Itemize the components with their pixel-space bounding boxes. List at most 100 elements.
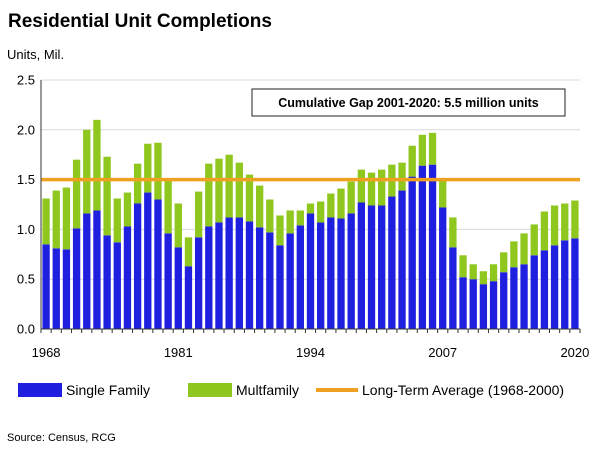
bar-multifamily: [245, 174, 254, 222]
bar-single-family: [123, 226, 132, 329]
bar-multifamily: [469, 264, 477, 280]
bar-multifamily: [83, 129, 91, 214]
y-tick-label: 0.0: [17, 322, 35, 337]
bar-multifamily: [327, 193, 335, 218]
bar-single-family: [72, 228, 81, 329]
bar-multifamily: [306, 203, 315, 214]
bar-multifamily: [347, 181, 355, 214]
bar-multifamily: [164, 179, 172, 234]
bar-multifamily: [225, 154, 233, 218]
y-tick-label: 0.5: [17, 272, 35, 287]
bar-single-family: [113, 242, 121, 329]
bar-single-family: [144, 192, 152, 329]
bar-multifamily: [276, 215, 284, 246]
y-tick-label: 2.5: [17, 73, 35, 88]
bar-single-family: [520, 264, 528, 329]
bar-multifamily: [93, 119, 101, 211]
bar-single-family: [83, 213, 91, 329]
bar-multifamily: [378, 169, 386, 206]
bar-multifamily: [235, 162, 243, 218]
bar-single-family: [418, 165, 427, 329]
bar-multifamily: [113, 198, 121, 243]
bar-single-family: [540, 250, 549, 329]
legend-label-single-family: Single Family: [66, 382, 150, 398]
bar-single-family: [133, 203, 142, 329]
x-tick-label: 1968: [32, 345, 61, 360]
bar-multifamily: [428, 132, 437, 165]
bar-single-family: [317, 222, 325, 329]
bar-multifamily: [439, 179, 447, 208]
bar-multifamily: [459, 255, 467, 278]
bar-multifamily: [408, 145, 416, 177]
bar-multifamily: [42, 198, 50, 245]
bar-multifamily: [72, 159, 81, 229]
bar-single-family: [479, 284, 488, 329]
bar-single-family: [398, 190, 406, 329]
annotation-text: Cumulative Gap 2001-2020: 5.5 million un…: [278, 96, 539, 110]
source-note: Source: Census, RCG: [7, 432, 116, 444]
bar-multifamily: [571, 200, 579, 239]
y-tick-label: 1.5: [17, 172, 35, 187]
legend-swatch-single-family: [18, 383, 62, 397]
bar-single-family: [164, 233, 172, 329]
bar-multifamily: [357, 169, 366, 203]
legend-swatch-multifamily: [188, 383, 232, 397]
bar-single-family: [469, 279, 477, 329]
bar-single-family: [449, 247, 457, 329]
bar-multifamily: [296, 210, 304, 226]
bar-multifamily: [52, 190, 60, 249]
legend-label-average: Long-Term Average (1968-2000): [362, 382, 564, 398]
bar-single-family: [62, 249, 71, 329]
bar-single-family: [286, 233, 294, 329]
x-tick-label: 1994: [296, 345, 325, 360]
bar-multifamily: [500, 252, 508, 273]
bar-multifamily: [205, 163, 213, 227]
bar-single-family: [306, 213, 315, 329]
bar-single-family: [550, 245, 559, 329]
y-tick-labels: 0.0 0.5 1.0 1.5 2.0 2.5: [17, 73, 35, 337]
bar-single-family: [235, 217, 243, 329]
bar-single-family: [327, 217, 335, 329]
bar-multifamily: [418, 134, 427, 166]
bar-single-family: [103, 235, 111, 329]
x-tick-label: 1981: [164, 345, 193, 360]
bar-multifamily: [123, 192, 132, 227]
bar-multifamily: [550, 205, 559, 246]
bar-single-family: [337, 218, 345, 329]
bar-single-family: [388, 196, 396, 329]
legend-label-multifamily: Multfamily: [236, 382, 299, 398]
bar-single-family: [347, 213, 355, 329]
bar-single-family: [255, 227, 264, 329]
y-axis-label: Units, Mil.: [7, 47, 64, 62]
bar-multifamily: [337, 188, 345, 219]
annotation-box: Cumulative Gap 2001-2020: 5.5 million un…: [251, 88, 566, 117]
bar-single-family: [52, 248, 60, 329]
bar-multifamily: [398, 162, 406, 191]
x-tick-label: 2020: [560, 345, 589, 360]
bar-multifamily: [255, 185, 264, 228]
legend: Single Family Multfamily Long-Term Avera…: [18, 382, 564, 398]
bar-single-family: [42, 244, 50, 329]
y-tick-label: 2.0: [17, 122, 35, 137]
bar-single-family: [367, 205, 376, 329]
bar-single-family: [215, 222, 223, 329]
bar-single-family: [439, 207, 447, 329]
bar-single-family: [194, 237, 203, 329]
bar-single-family: [225, 217, 233, 329]
bar-single-family: [408, 176, 416, 329]
bar-multifamily: [144, 143, 152, 193]
bar-multifamily: [62, 187, 71, 250]
bar-multifamily: [103, 156, 111, 236]
bar-single-family: [276, 245, 284, 329]
bar-multifamily: [479, 271, 488, 285]
bar-single-family: [205, 226, 213, 329]
bar-single-family: [93, 210, 101, 329]
bar-single-family: [357, 202, 366, 329]
bar-single-family: [378, 205, 386, 329]
bar-multifamily: [266, 199, 274, 233]
bar-multifamily: [367, 172, 376, 206]
bar-single-family: [530, 255, 538, 329]
bar-single-family: [296, 225, 304, 329]
bar-single-family: [561, 240, 569, 329]
